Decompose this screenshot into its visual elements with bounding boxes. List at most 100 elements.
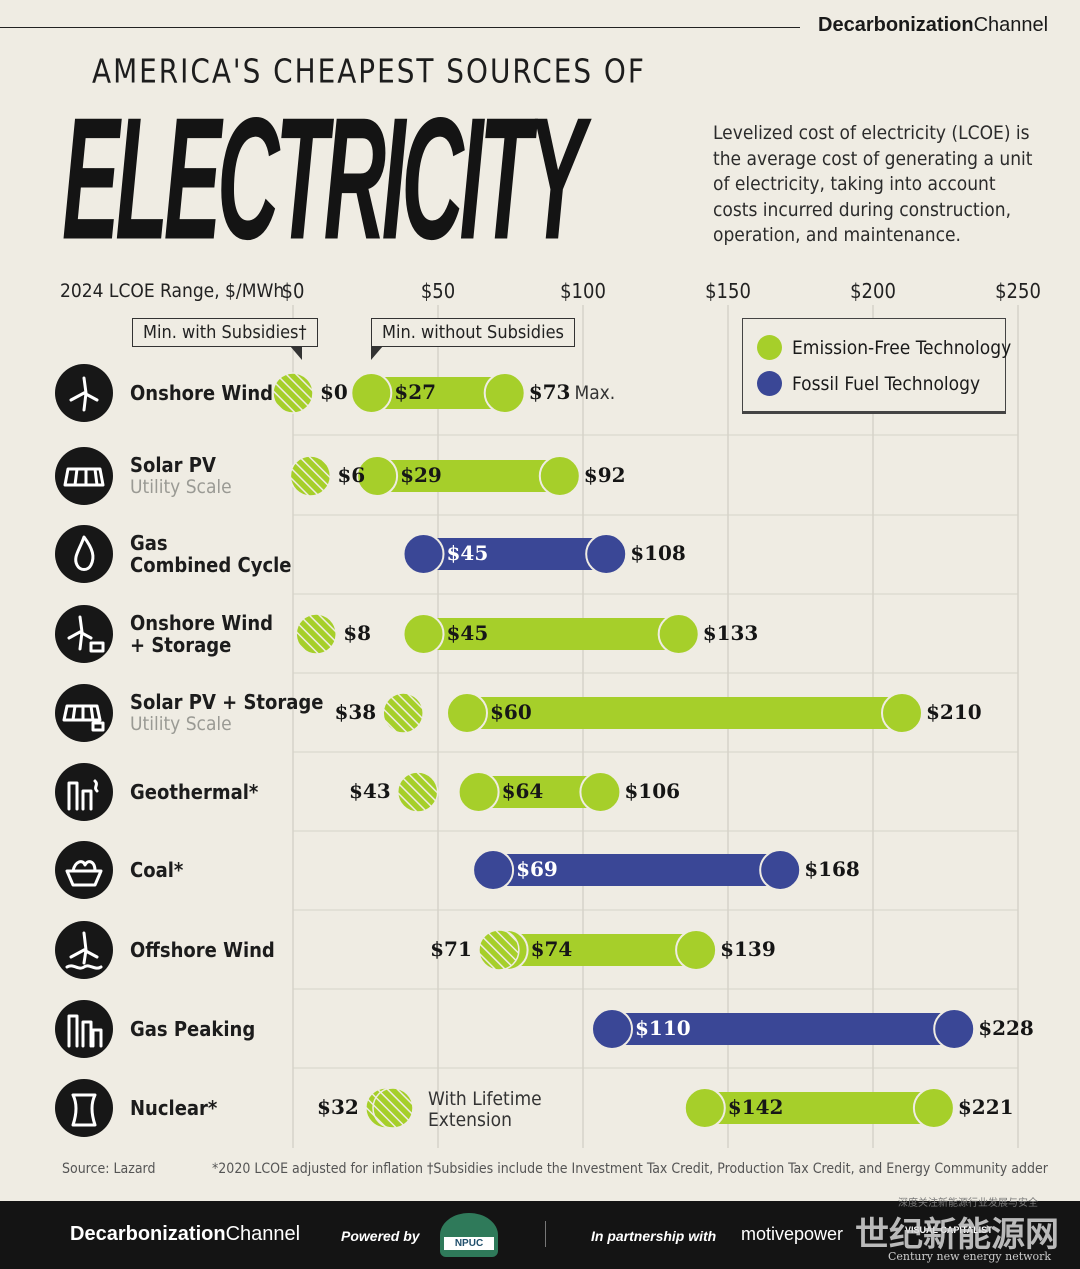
footer-divider <box>545 1221 546 1247</box>
callout-min-with-subsidies: Min. with Subsidies† <box>132 318 318 347</box>
range-bar-row <box>478 929 718 971</box>
npuc-text: NPUC <box>444 1237 494 1250</box>
subsidized-min-label: $0 <box>320 380 348 404</box>
watermark-tagline: 深度关注新能源行业发展与安全 <box>898 1198 1038 1209</box>
max-callout: Max. <box>574 382 616 404</box>
category-label: Onshore Wind <box>130 381 274 405</box>
max-value-label: $106 <box>624 779 681 803</box>
max-point <box>483 372 526 414</box>
max-point <box>538 455 581 497</box>
axis-title: 2024 LCOE Range, $/MWh <box>60 280 285 302</box>
min-value-label: $29 <box>400 463 442 487</box>
lifetime-line-2: Extension <box>428 1109 512 1131</box>
x-tick-label: $50 <box>420 279 456 303</box>
partnership-label: In partnership with <box>591 1228 717 1244</box>
nuclear-plant-icon <box>55 1079 113 1137</box>
solar-panel-icon <box>55 447 113 505</box>
lifetime-extension-marker <box>372 1087 414 1129</box>
x-tick-label: $0 <box>281 279 305 303</box>
description: Levelized cost of electricity (LCOE) is … <box>713 122 1033 246</box>
callout-pointer <box>371 346 383 360</box>
category-label: Gas Peaking <box>130 1017 256 1041</box>
range-bar-row <box>272 372 526 414</box>
category-label: Solar PV + Storage Utility Scale <box>130 690 324 735</box>
header-rule <box>0 27 800 28</box>
subsidized-min-point <box>478 929 520 971</box>
max-value-label: $92 <box>583 463 626 487</box>
category-label: Coal* <box>130 858 184 882</box>
wind-turbine-icon <box>55 364 113 422</box>
max-value-label: $168 <box>804 857 860 881</box>
category-label: Gas Combined Cycle <box>130 531 292 577</box>
min-value-label: $45 <box>446 541 489 565</box>
range-bar-row <box>396 771 622 813</box>
category-label: Solar PV Utility Scale <box>130 453 232 498</box>
footer-bar: DecarbonizationChannel Powered by NPUC I… <box>0 1198 1080 1269</box>
max-value-label: $221 <box>957 1095 1014 1119</box>
range-bar-row <box>295 613 700 655</box>
geothermal-plant-icon <box>55 763 113 821</box>
legend-item-emission-free: Emission-Free Technology <box>757 335 1011 360</box>
range-bar-row <box>382 692 923 734</box>
max-value-label: $133 <box>702 621 759 645</box>
subsidized-min-label: $8 <box>343 621 372 645</box>
lifetime-line-1: With Lifetime <box>428 1088 542 1110</box>
source-note: Source: Lazard <box>62 1161 156 1177</box>
callout-min-without-subsidies: Min. without Subsidies <box>371 318 575 347</box>
watermark: 世纪新能源网 <box>855 1215 1059 1255</box>
visual-capitalist-logo: VISUAL CAPITALIST <box>905 1225 993 1235</box>
category-label: Offshore Wind <box>130 938 275 962</box>
max-point <box>933 1008 976 1050</box>
watermark-subtitle: Century new energy network <box>888 1250 1052 1263</box>
min-point <box>472 849 515 891</box>
legend-swatch <box>757 335 782 360</box>
offshore-turbine-icon <box>55 921 113 979</box>
page-kicker: AMERICA'S CHEAPEST SOURCES OF <box>92 53 646 91</box>
min-point <box>350 372 393 414</box>
subsidized-min-point <box>396 771 439 813</box>
subsidized-min-label: $32 <box>317 1095 359 1119</box>
max-value-label: $210 <box>926 700 982 724</box>
subsidized-min-point <box>272 372 314 414</box>
footnote: *2020 LCOE adjusted for inflation †Subsi… <box>212 1161 1048 1177</box>
x-tick-label: $100 <box>560 279 606 303</box>
power-plant-icon <box>55 1000 113 1058</box>
brand-logo: DecarbonizationChannel <box>818 14 1049 36</box>
max-point <box>585 533 628 575</box>
min-value-label: $110 <box>635 1016 691 1040</box>
page-title: ELECTRICITY <box>62 81 585 277</box>
subsidized-min-label: $43 <box>348 779 391 803</box>
min-value-label: $69 <box>516 857 558 881</box>
legend-label: Emission-Free Technology <box>792 336 1012 359</box>
max-point <box>759 849 802 891</box>
wind-storage-icon <box>55 605 113 663</box>
powered-by-label: Powered by <box>341 1228 420 1244</box>
min-value-label: $64 <box>501 779 544 803</box>
solar-storage-icon <box>55 684 113 742</box>
legend: Emission-Free Technology Fossil Fuel Tec… <box>742 318 1011 414</box>
range-bar-row <box>289 455 581 497</box>
min-point <box>683 1087 726 1129</box>
max-point <box>881 692 923 734</box>
max-point <box>657 613 700 655</box>
min-value-label: $142 <box>727 1095 784 1119</box>
range-bar-row <box>402 533 628 575</box>
category-label: Geothermal* <box>130 780 259 804</box>
max-value-label: $139 <box>720 937 776 961</box>
subsidized-min-label: $6 <box>337 463 366 487</box>
min-point <box>402 613 445 655</box>
min-point <box>591 1008 633 1050</box>
npuc-logo: NPUC <box>440 1213 498 1257</box>
x-tick-label: $200 <box>850 279 896 303</box>
subsidized-min-label: $38 <box>334 700 377 724</box>
coal-cart-icon <box>55 841 113 899</box>
motivepower-logo: motivepower <box>741 1224 844 1244</box>
legend-label: Fossil Fuel Technology <box>792 372 981 395</box>
min-point <box>457 771 500 813</box>
max-point <box>579 771 622 813</box>
lifetime-extension-point <box>372 1087 414 1129</box>
x-tick-label: $150 <box>705 279 751 303</box>
subsidized-min-point <box>289 455 332 497</box>
min-value-label: $27 <box>394 380 437 404</box>
category-label: Nuclear* <box>130 1096 218 1120</box>
